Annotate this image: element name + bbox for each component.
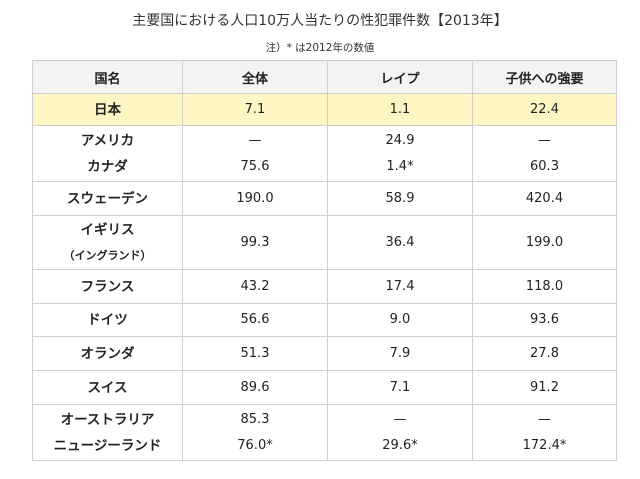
country-cell: イギリス （イングランド） bbox=[32, 215, 183, 270]
table-body: 日本 7.1 1.1 22.4 アメリカカナダ — 75.6 24.9 1.4* — 60.3 スウェ… bbox=[32, 93, 617, 461]
rape-cell: 17.4 bbox=[327, 269, 473, 304]
child-cell: 22.4 bbox=[472, 93, 617, 126]
table-row: 日本 7.1 1.1 22.4 bbox=[32, 93, 617, 126]
country-name: 日本 bbox=[94, 101, 121, 118]
cell-value: 93.6 bbox=[530, 312, 559, 327]
header-total: 全体 bbox=[182, 60, 328, 94]
header-rape: レイプ bbox=[327, 60, 473, 94]
cell-value: 1.4* bbox=[386, 158, 414, 174]
cell-value: 1.1 bbox=[389, 101, 411, 117]
country-name: イギリス bbox=[80, 221, 135, 238]
table-row: フランス 43.2 17.4 118.0 bbox=[32, 269, 617, 304]
child-cell: 27.8 bbox=[472, 336, 617, 371]
cell-value: 58.9 bbox=[385, 190, 415, 206]
total-cell: 85.3 76.0* bbox=[182, 404, 328, 461]
header-child: 子供への強要 bbox=[472, 60, 617, 94]
country-cell: スウェーデン bbox=[32, 181, 183, 216]
cell-value: 89.6 bbox=[240, 379, 270, 395]
child-cell: 199.0 bbox=[472, 215, 617, 270]
cell-value: 420.4 bbox=[525, 190, 564, 206]
cell-value: 118.0 bbox=[525, 278, 564, 294]
country-name: フランス bbox=[80, 278, 135, 295]
cell-value: 7.1 bbox=[389, 379, 411, 395]
country-cell: オランダ bbox=[32, 336, 183, 371]
total-cell: 51.3 bbox=[182, 336, 328, 371]
cell-value: 24.9 bbox=[385, 132, 415, 148]
country-cell: アメリカ カナダ bbox=[32, 125, 183, 182]
country-cell: スイス bbox=[32, 370, 183, 405]
cell-value: — bbox=[393, 411, 407, 427]
country-name: スイス bbox=[87, 379, 128, 396]
child-cell: — 172.4* bbox=[472, 404, 617, 461]
cell-value: 91.2 bbox=[530, 379, 559, 395]
rape-cell: 24.9 1.4* bbox=[327, 125, 473, 182]
cell-value: 75.6 bbox=[240, 158, 270, 174]
total-cell: 56.6 bbox=[182, 303, 328, 337]
header-country: 国名 bbox=[32, 60, 183, 94]
total-cell: 99.3 bbox=[182, 215, 328, 270]
table-row: オーストラリア ニュージーランド 85.3 76.0* — 29.6* — 172.4* bbox=[32, 404, 617, 461]
cell-value: 29.6* bbox=[382, 437, 418, 453]
crime-table: 国名 全体 レイプ 子供への強要 日本 7.1 1.1 22.4 アメリカカナダ — 75.… bbox=[32, 60, 617, 461]
total-cell: 190.0 bbox=[182, 181, 328, 216]
table-row: スイス 89.6 7.1 91.2 bbox=[32, 370, 617, 405]
country-name: オランダ bbox=[80, 345, 135, 362]
country-name: ドイツ bbox=[87, 312, 128, 328]
table-header-row: 国名 全体 レイプ 子供への強要 bbox=[32, 60, 617, 94]
country-name: オーストラリア bbox=[60, 411, 155, 428]
footnote: 注）* は2012年の数値 bbox=[265, 42, 375, 54]
country-name: スウェーデン bbox=[67, 190, 148, 207]
cell-value: 190.0 bbox=[236, 190, 274, 206]
total-cell: — 75.6 bbox=[182, 125, 328, 182]
child-cell: 420.4 bbox=[472, 181, 617, 216]
cell-value: — bbox=[538, 132, 551, 148]
rape-cell: 58.9 bbox=[327, 181, 473, 216]
table-row: ドイツ 56.6 9.0 93.6 bbox=[32, 303, 617, 337]
rape-cell: 36.4 bbox=[327, 215, 473, 270]
table-row: アメリカカナダ — 75.6 24.9 1.4* — 60.3 bbox=[32, 125, 617, 182]
cell-value: 9.0 bbox=[389, 312, 411, 327]
cell-value: — bbox=[248, 132, 262, 148]
country-name: カナダ bbox=[87, 158, 128, 175]
country-cell: 日本 bbox=[32, 93, 183, 126]
cell-value: 172.4* bbox=[522, 437, 567, 453]
total-cell: 7.1 bbox=[182, 93, 328, 126]
child-cell: 118.0 bbox=[472, 269, 617, 304]
cell-value: 76.0* bbox=[237, 437, 273, 453]
table-row: スウェーデン 190.0 58.9 420.4 bbox=[32, 181, 617, 216]
rape-cell: — 29.6* bbox=[327, 404, 473, 461]
cell-value: 36.4 bbox=[385, 234, 415, 250]
cell-value: — bbox=[538, 411, 551, 427]
country-name: アメリカ bbox=[80, 132, 135, 149]
cell-value: 27.8 bbox=[530, 345, 559, 361]
cell-value: 99.3 bbox=[240, 234, 270, 250]
table-row: オランダ 51.3 7.9 27.8 bbox=[32, 336, 617, 371]
child-cell: — 60.3 bbox=[472, 125, 617, 182]
country-cell: ドイツ bbox=[32, 303, 183, 337]
rape-cell: 7.9 bbox=[327, 336, 473, 371]
rape-cell: 1.1 bbox=[327, 93, 473, 126]
cell-value: 7.1 bbox=[244, 101, 266, 117]
cell-value: 199.0 bbox=[525, 234, 564, 250]
total-cell: 43.2 bbox=[182, 269, 328, 304]
country-cell: オーストラリア ニュージーランド bbox=[32, 404, 183, 461]
page-title: 主要国における人口10万人当たりの性犯罪件数【2013年】 bbox=[132, 13, 508, 29]
cell-value: 17.4 bbox=[385, 278, 415, 294]
total-cell: 89.6 bbox=[182, 370, 328, 405]
cell-value: 56.6 bbox=[240, 312, 270, 327]
cell-value: 60.3 bbox=[530, 158, 559, 174]
country-name: （イングランド） bbox=[63, 248, 152, 262]
child-cell: 91.2 bbox=[472, 370, 617, 405]
country-name: ニュージーランド bbox=[53, 437, 162, 454]
child-cell: 93.6 bbox=[472, 303, 617, 337]
country-cell: フランス bbox=[32, 269, 183, 304]
cell-value: 43.2 bbox=[240, 278, 270, 294]
cell-value: 7.9 bbox=[389, 345, 411, 361]
rape-cell: 7.1 bbox=[327, 370, 473, 405]
rape-cell: 9.0 bbox=[327, 303, 473, 337]
cell-value: 85.3 bbox=[240, 411, 270, 427]
cell-value: 51.3 bbox=[240, 345, 270, 361]
table-row: イギリス （イングランド） 99.3 36.4 199.0 bbox=[32, 215, 617, 270]
cell-value: 22.4 bbox=[530, 101, 559, 117]
